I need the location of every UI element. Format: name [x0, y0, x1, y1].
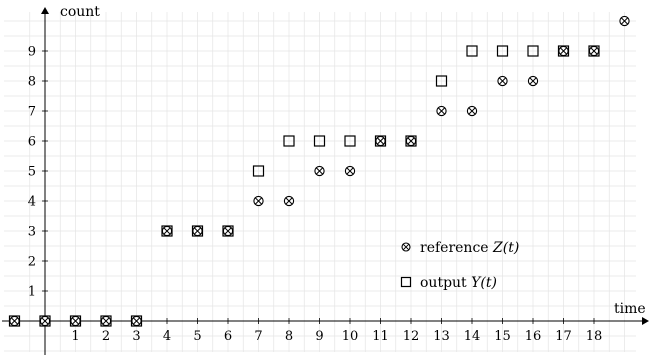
output-point [39, 315, 51, 327]
x-tick-label: 12 [403, 329, 420, 344]
output-point [527, 45, 539, 57]
output-point [283, 135, 295, 147]
x-tick-label: 6 [224, 329, 232, 344]
reference-point [436, 105, 447, 117]
legend-entry-output: output Y(t) [400, 275, 497, 291]
x-tick-label: 11 [372, 329, 389, 344]
reference-point [70, 315, 81, 327]
x-tick-label: 1 [71, 329, 79, 344]
reference-point [161, 225, 173, 237]
output-point [8, 315, 21, 327]
reference-point [100, 315, 112, 327]
legend-marker-circle-cross [401, 242, 411, 252]
output-point [161, 225, 173, 237]
y-tick-label: 5 [28, 165, 36, 180]
reference-point [283, 195, 295, 207]
x-axis-label: time [614, 301, 646, 317]
reference-point [253, 195, 264, 207]
reference-point [314, 165, 325, 177]
x-tick-label: 13 [433, 329, 450, 344]
x-tick-label: 18 [586, 329, 603, 344]
legend: reference Z(t) output Y(t) [400, 240, 519, 291]
output-point [130, 315, 143, 327]
reference-point [222, 225, 234, 237]
x-tick-label: 9 [315, 329, 323, 344]
x-tick-label: 3 [132, 329, 140, 344]
y-tick-label: 7 [28, 105, 36, 120]
y-tick-label: 8 [28, 75, 36, 90]
x-tick-label: 15 [494, 329, 511, 344]
reference-point [558, 45, 569, 57]
legend-marker-square [400, 276, 412, 288]
output-point [496, 45, 509, 57]
y-axis-label: count [60, 4, 100, 20]
x-tick-label: 7 [254, 329, 262, 344]
x-tick-label: 8 [285, 329, 293, 344]
output-point [405, 135, 417, 147]
legend-math-output: Y(t) [471, 275, 497, 291]
y-tick-label: 4 [28, 195, 36, 210]
x-tick-label: 10 [342, 329, 359, 344]
output-point [557, 45, 570, 57]
x-tick-label: 16 [525, 329, 542, 344]
output-point [344, 135, 356, 147]
reference-point [588, 45, 600, 57]
y-tick-label: 2 [28, 255, 36, 270]
reference-point [405, 135, 417, 147]
y-tick-label: 1 [28, 285, 36, 300]
reference-point [344, 165, 356, 177]
y-tick-label: 9 [28, 45, 36, 60]
reference-point [619, 15, 630, 27]
output-point [466, 45, 478, 57]
x-tick-label: 2 [102, 329, 110, 344]
legend-label-output: output Y(t) [420, 275, 497, 291]
reference-point [375, 135, 386, 147]
output-point [191, 225, 204, 237]
x-tick-label: 4 [163, 329, 171, 344]
x-tick-label: 17 [555, 329, 572, 344]
reference-point [9, 315, 20, 327]
reference-point [39, 315, 51, 327]
legend-math-reference: Z(t) [492, 240, 519, 256]
output-point [222, 225, 234, 237]
data-points [8, 15, 630, 327]
reference-point [131, 315, 142, 327]
reference-point [527, 75, 539, 87]
y-tick-label: 6 [28, 135, 36, 150]
output-point [313, 135, 326, 147]
reference-point [497, 75, 508, 87]
output-point [588, 45, 600, 57]
output-point [69, 315, 82, 327]
x-tick-label: 5 [193, 329, 201, 344]
legend-entry-reference: reference Z(t) [401, 240, 519, 256]
x-tick-label: 14 [464, 329, 481, 344]
reference-point [192, 225, 203, 237]
output-point [435, 75, 448, 87]
reference-point [466, 105, 478, 117]
output-point [100, 315, 112, 327]
output-point [252, 165, 265, 177]
axes [2, 7, 649, 355]
y-tick-label: 3 [28, 225, 36, 240]
legend-label-reference: reference Z(t) [420, 240, 519, 256]
grid [4, 12, 636, 352]
output-point [374, 135, 387, 147]
